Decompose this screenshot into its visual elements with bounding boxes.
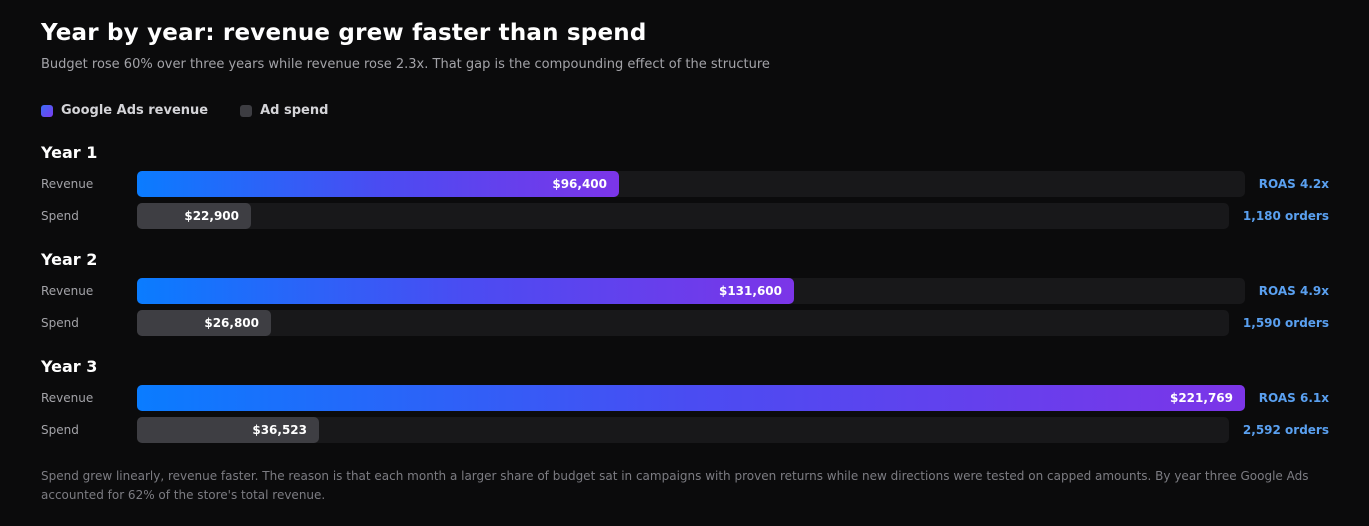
legend-swatch-revenue (41, 104, 53, 117)
revenue-row: Revenue $131,600 ROAS 4.9x (41, 278, 1329, 304)
spend-track: $26,800 (137, 310, 1229, 336)
orders-label: 1,180 orders (1242, 209, 1329, 223)
revenue-value-label: $96,400 (552, 177, 607, 191)
legend-label-revenue: Google Ads revenue (61, 103, 209, 118)
spend-value-label: $26,800 (204, 316, 259, 330)
legend-item-revenue: Google Ads revenue (41, 103, 208, 118)
chart-subtitle: Budget rose 60% over three years while r… (41, 57, 770, 72)
spend-bar: $36,523 (137, 417, 319, 443)
revenue-track: $131,600 (137, 278, 1245, 304)
legend: Google Ads revenue Ad spend (41, 103, 328, 118)
revenue-row-label: Revenue (41, 177, 94, 191)
revenue-row-label: Revenue (41, 391, 94, 405)
roas-label: ROAS 4.2x (1258, 177, 1329, 191)
year-heading: Year 1 (41, 143, 98, 162)
revenue-track: $221,769 (137, 385, 1245, 411)
spend-bar: $22,900 (137, 203, 251, 229)
spend-bar: $26,800 (137, 310, 271, 336)
spend-track: $22,900 (137, 203, 1229, 229)
spend-value-label: $22,900 (184, 209, 239, 223)
spend-row-label: Spend (41, 423, 79, 437)
footnote: Spend grew linearly, revenue faster. The… (41, 469, 1309, 502)
bar-group: Year 3 Revenue $221,769 ROAS 6.1x Spend $36,5… (41, 357, 1329, 457)
revenue-track: $96,400 (137, 171, 1245, 197)
spend-row-label: Spend (41, 209, 79, 223)
revenue-value-label: $131,600 (718, 284, 782, 298)
spend-row: Spend $22,900 1,180 orders (41, 203, 1329, 229)
legend-item-spend: Ad spend (240, 103, 328, 118)
roas-label: ROAS 6.1x (1258, 391, 1329, 405)
spend-track: $36,523 (137, 417, 1229, 443)
orders-label: 1,590 orders (1242, 316, 1329, 330)
legend-label-spend: Ad spend (260, 103, 329, 118)
year-heading: Year 3 (41, 357, 98, 376)
revenue-row: Revenue $221,769 ROAS 6.1x (41, 385, 1329, 411)
spend-value-label: $36,523 (252, 423, 307, 437)
revenue-row: Revenue $96,400 ROAS 4.2x (41, 171, 1329, 197)
spend-row-label: Spend (41, 316, 79, 330)
orders-label: 2,592 orders (1242, 423, 1329, 437)
revenue-bar: $221,769 (137, 385, 1245, 411)
revenue-value-label: $221,769 (1169, 391, 1233, 405)
revenue-bar: $96,400 (137, 171, 619, 197)
roas-label: ROAS 4.9x (1258, 284, 1329, 298)
chart-title: Year by year: revenue grew faster than s… (41, 20, 647, 46)
legend-swatch-spend (240, 104, 253, 117)
year-heading: Year 2 (41, 250, 98, 269)
bar-group: Year 2 Revenue $131,600 ROAS 4.9x Spend $26,8… (41, 250, 1329, 350)
spend-row: Spend $36,523 2,592 orders (41, 417, 1329, 443)
revenue-row-label: Revenue (41, 284, 94, 298)
spend-row: Spend $26,800 1,590 orders (41, 310, 1329, 336)
revenue-bar: $131,600 (137, 278, 794, 304)
bar-group: Year 1 Revenue $96,400 ROAS 4.2x Spend $22,90… (41, 143, 1329, 243)
